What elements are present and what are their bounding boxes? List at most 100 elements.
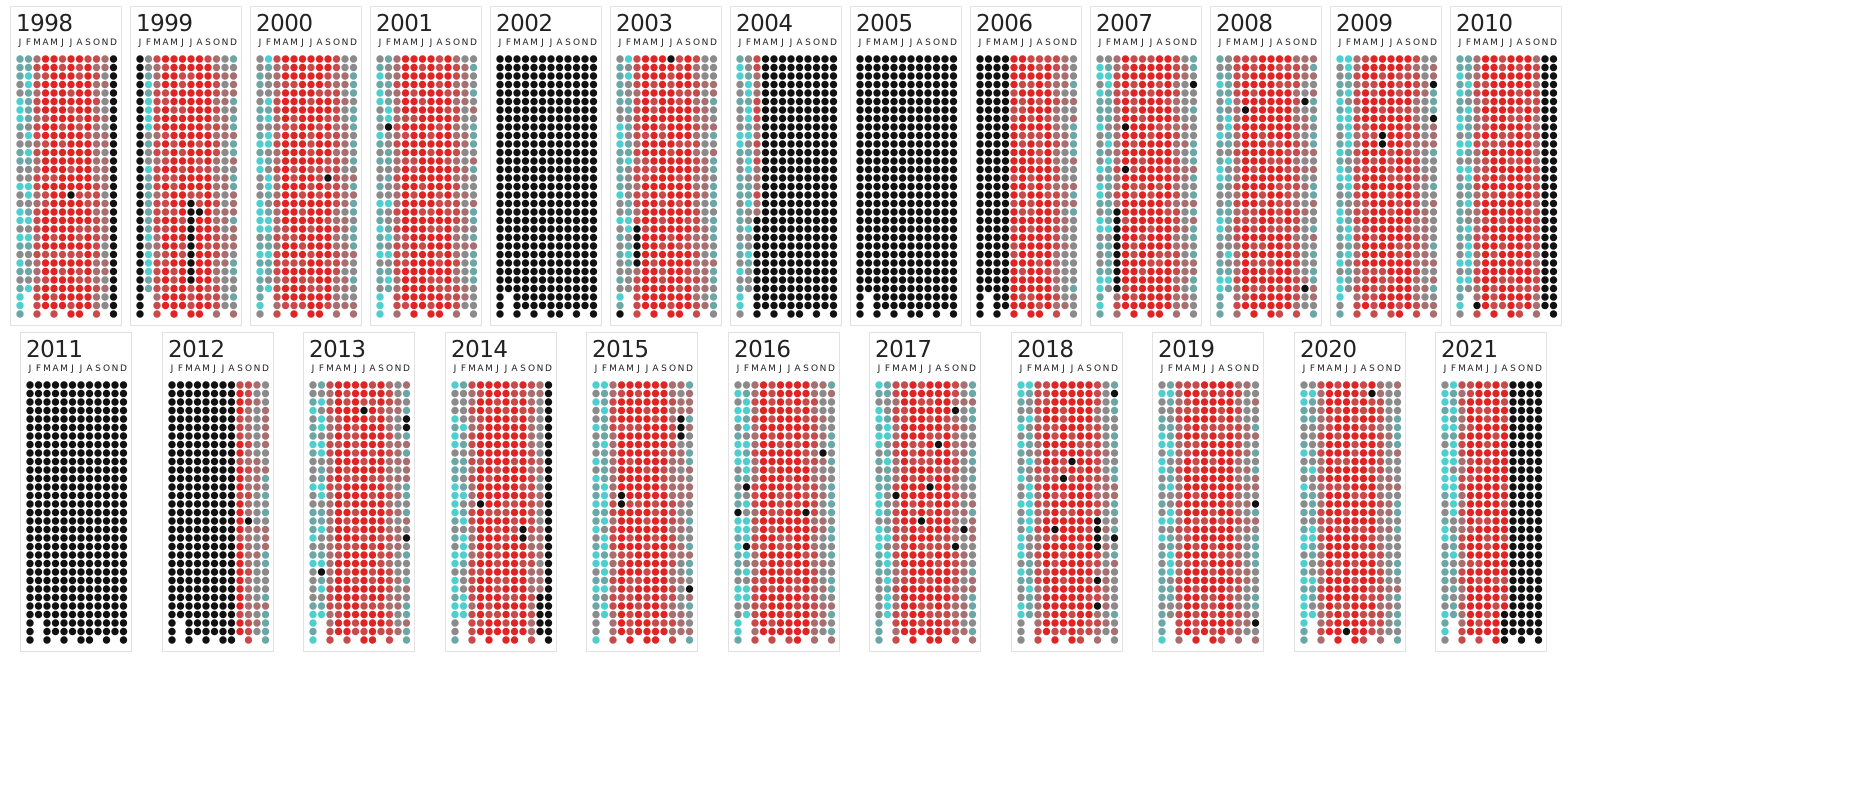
day-dot xyxy=(564,208,572,216)
day-dot xyxy=(504,148,513,157)
day-dot xyxy=(932,199,941,208)
day-dot xyxy=(736,182,744,191)
day-dot xyxy=(564,55,572,63)
day-dot xyxy=(324,148,332,157)
day-dot xyxy=(984,174,993,182)
day-dot xyxy=(1096,72,1104,80)
day-dot xyxy=(16,148,24,157)
day-dot xyxy=(84,174,92,182)
day-dot xyxy=(667,63,675,72)
day-dot xyxy=(452,72,461,80)
day-dot xyxy=(1421,80,1429,89)
day-dot xyxy=(101,250,109,259)
day-dot xyxy=(812,208,821,216)
day-dot xyxy=(530,174,538,182)
day-dot xyxy=(1061,284,1069,293)
day-dot xyxy=(187,208,195,216)
day-dot xyxy=(1250,276,1258,284)
day-dot xyxy=(709,293,718,301)
day-dot xyxy=(513,106,521,114)
day-dot xyxy=(1515,233,1524,242)
day-dot xyxy=(1181,55,1189,63)
month-tick-label: A xyxy=(882,38,889,48)
day-dot xyxy=(795,131,804,140)
day-dot xyxy=(650,89,658,97)
day-dot xyxy=(1370,301,1378,310)
day-dot xyxy=(1541,114,1549,123)
day-dot xyxy=(692,63,701,72)
day-dot xyxy=(941,80,949,89)
day-dot xyxy=(84,182,92,191)
day-dot xyxy=(1412,191,1421,199)
day-dot xyxy=(1464,174,1473,182)
day-dot xyxy=(641,301,650,310)
day-dot xyxy=(109,55,118,63)
day-dot xyxy=(1250,123,1258,131)
day-dot xyxy=(650,165,658,174)
day-dot xyxy=(290,106,298,114)
day-dot xyxy=(898,293,907,301)
day-dot xyxy=(393,208,401,216)
day-dot xyxy=(401,233,410,242)
day-dot xyxy=(701,259,709,267)
day-dot xyxy=(581,293,589,301)
day-dot xyxy=(513,259,521,267)
day-dot xyxy=(161,106,170,114)
day-dot xyxy=(778,216,787,225)
day-dot xyxy=(24,250,33,259)
day-dot xyxy=(161,157,170,165)
day-dot xyxy=(1361,259,1370,267)
day-dot xyxy=(1052,174,1061,182)
day-dot xyxy=(1378,72,1387,80)
day-dot xyxy=(1353,191,1361,199)
day-dot xyxy=(1250,242,1258,250)
day-dot xyxy=(1275,191,1284,199)
day-dot xyxy=(1524,123,1532,131)
day-dot xyxy=(144,242,153,250)
day-dot xyxy=(1429,259,1438,267)
day-dot xyxy=(153,242,161,250)
day-dot xyxy=(1361,174,1370,182)
day-dot xyxy=(572,123,581,131)
day-dot xyxy=(418,97,427,106)
day-dot xyxy=(1044,242,1052,250)
day-dot xyxy=(195,310,204,318)
day-dot xyxy=(41,208,50,216)
day-dot xyxy=(1464,216,1473,225)
day-dot xyxy=(692,97,701,106)
day-dot xyxy=(496,72,504,80)
day-dot xyxy=(324,216,332,225)
day-dot xyxy=(1001,157,1010,165)
day-dot xyxy=(109,250,118,259)
day-dot xyxy=(1069,114,1078,123)
day-dot xyxy=(770,123,778,131)
day-dot xyxy=(1344,165,1353,174)
day-dot xyxy=(829,310,838,318)
day-dot xyxy=(1164,199,1172,208)
day-dot xyxy=(401,80,410,89)
day-dot xyxy=(1395,310,1404,318)
day-dot xyxy=(273,97,281,106)
day-dot xyxy=(1361,267,1370,276)
day-dot xyxy=(1018,174,1027,182)
day-dot xyxy=(616,293,624,301)
day-dot xyxy=(804,242,812,250)
day-dot xyxy=(1498,80,1507,89)
month-tick-label: S xyxy=(805,38,811,48)
day-dot xyxy=(410,123,418,131)
day-dot xyxy=(1233,140,1241,148)
day-dot xyxy=(410,301,418,310)
day-dot xyxy=(787,89,795,97)
day-dot xyxy=(376,259,384,267)
day-dot xyxy=(92,301,101,310)
day-dot xyxy=(58,123,67,131)
day-dot xyxy=(1549,225,1558,233)
day-dot xyxy=(332,89,341,97)
day-dot xyxy=(16,276,24,284)
month-tick-label: S xyxy=(565,38,571,48)
year-panel-2004: 2004 J F M A M J J A S O N D xyxy=(730,6,842,326)
day-dot xyxy=(864,216,873,225)
day-dot xyxy=(1147,140,1155,148)
day-dot xyxy=(50,148,58,157)
day-dot xyxy=(641,284,650,293)
